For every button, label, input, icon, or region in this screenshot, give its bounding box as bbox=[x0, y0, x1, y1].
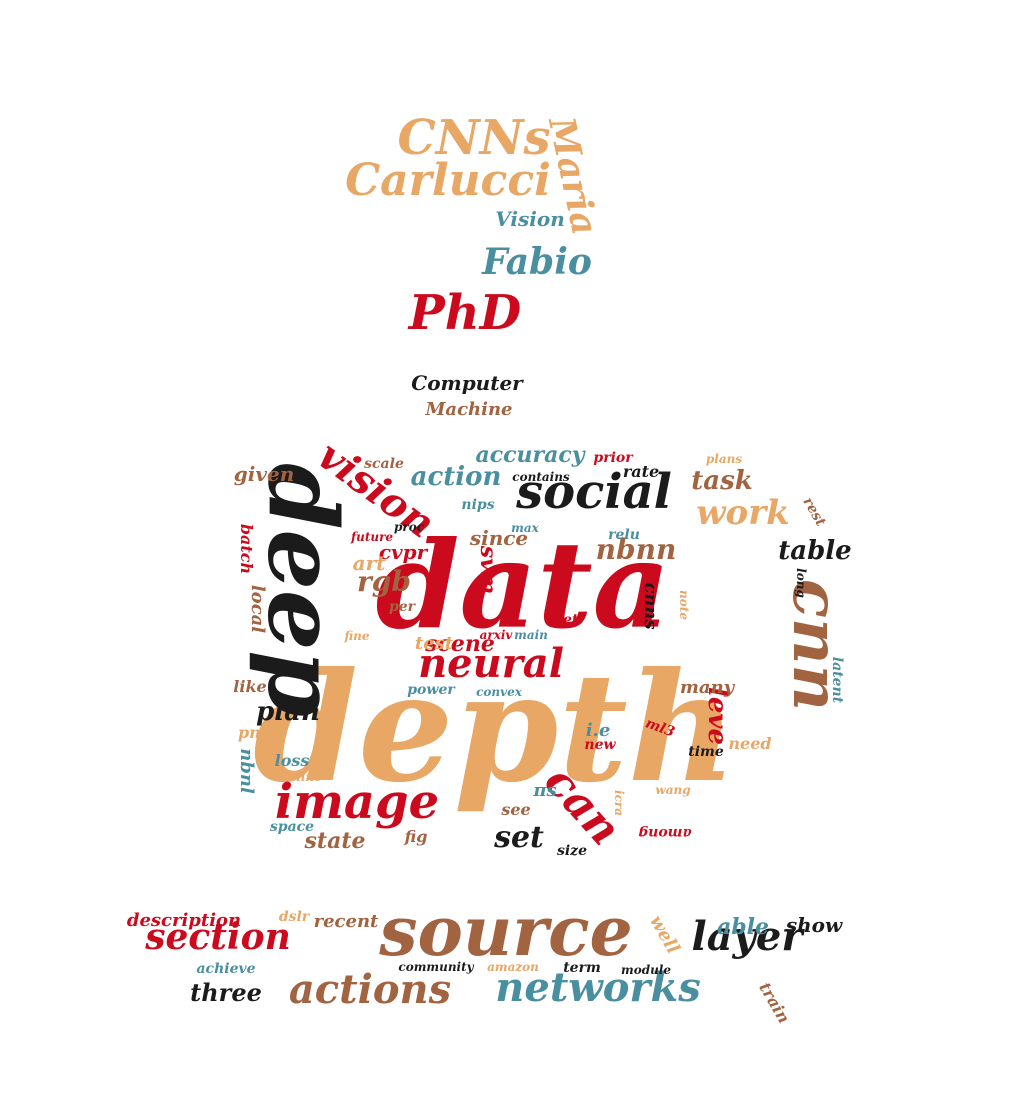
word-plans: plans bbox=[705, 452, 743, 466]
word-accuracy: accuracy bbox=[475, 442, 585, 468]
word-Fabio: Fabio bbox=[482, 241, 592, 283]
word-fig: fig bbox=[404, 827, 428, 846]
word-Vision: Vision bbox=[495, 207, 565, 231]
word-layer: layer bbox=[691, 913, 803, 960]
word-power: power bbox=[407, 682, 455, 698]
word-Computer: Computer bbox=[411, 371, 523, 395]
word-proc: proc bbox=[393, 520, 425, 534]
word-rest: rest bbox=[799, 494, 829, 530]
word-neural: neural bbox=[418, 640, 564, 687]
word-nbnl: nbnl bbox=[236, 748, 257, 794]
word-scene: scene bbox=[425, 631, 495, 657]
word-recent: recent bbox=[313, 911, 379, 932]
word-rgb: rgb bbox=[357, 565, 411, 598]
word-work: work bbox=[696, 493, 790, 533]
word-arxiv: arxiv bbox=[479, 628, 513, 642]
word-note: note bbox=[677, 590, 691, 620]
word-future: future bbox=[350, 530, 394, 544]
word-line: line bbox=[296, 770, 322, 784]
word-new: new bbox=[584, 737, 616, 753]
word-art: art bbox=[352, 551, 386, 575]
word-CNNs: CNNs bbox=[397, 110, 551, 166]
word-wang: wang bbox=[655, 783, 691, 797]
word-source: source bbox=[379, 892, 633, 972]
word-nips: nips bbox=[461, 497, 495, 513]
word-actions: actions bbox=[288, 966, 452, 1013]
word-need: need bbox=[728, 734, 772, 753]
word-networks: networks bbox=[495, 964, 701, 1011]
word-social: social bbox=[516, 464, 672, 520]
word-action: action bbox=[410, 462, 502, 492]
word-amazon: amazon bbox=[487, 960, 539, 974]
word-image: image bbox=[274, 774, 440, 830]
word-loss: loss bbox=[274, 751, 310, 770]
word-given: given bbox=[233, 462, 295, 486]
word-convex: convex bbox=[476, 685, 522, 699]
word-space: space bbox=[269, 819, 315, 835]
word-long: long bbox=[794, 568, 808, 598]
word-show: show bbox=[785, 913, 843, 937]
word-data: data bbox=[375, 515, 671, 656]
word-ie: i.e bbox=[585, 720, 611, 741]
word-batch: batch bbox=[237, 523, 256, 575]
word-main: main bbox=[514, 628, 548, 642]
word-since: since bbox=[469, 526, 529, 550]
word-let: let bbox=[557, 612, 579, 628]
word-latent: latent bbox=[829, 656, 845, 704]
word-rate: rate bbox=[622, 462, 660, 481]
word-see: see bbox=[501, 800, 531, 819]
word-cvpr: cvpr bbox=[378, 540, 428, 564]
word-dslr: dslr bbox=[278, 909, 310, 925]
word-pnp: pnp bbox=[237, 723, 273, 742]
word-set: set bbox=[494, 820, 544, 855]
word-time: time bbox=[688, 744, 724, 760]
word-relu: relu bbox=[608, 527, 640, 543]
word-size: size bbox=[556, 843, 588, 859]
word-svm: svm bbox=[475, 545, 501, 595]
word-well: well bbox=[645, 911, 684, 958]
word-deep: deep bbox=[246, 463, 358, 717]
word-cnns: cnns bbox=[640, 582, 661, 630]
word-among: among bbox=[638, 825, 692, 841]
word-max: max bbox=[511, 521, 539, 535]
word-fine: fine bbox=[344, 629, 370, 643]
word-section: section bbox=[145, 916, 291, 958]
word-description: description bbox=[126, 910, 242, 931]
word-many: many bbox=[679, 677, 735, 698]
word-able: able bbox=[717, 914, 769, 940]
word-nbnn: nbnn bbox=[595, 533, 677, 566]
word-prior: prior bbox=[593, 450, 633, 466]
word-PhD: PhD bbox=[408, 285, 522, 341]
word-module: module bbox=[620, 963, 672, 977]
word-table: table bbox=[778, 536, 852, 566]
word-test: test bbox=[414, 633, 454, 654]
word-scale: scale bbox=[364, 456, 404, 472]
word-state: state bbox=[304, 828, 366, 854]
word-term: term bbox=[563, 960, 601, 976]
word-icra: icra bbox=[612, 790, 626, 816]
word-task: task bbox=[691, 466, 753, 496]
word-achieve: achieve bbox=[196, 961, 256, 977]
word-train: train bbox=[755, 978, 794, 1027]
word-Machine: Machine bbox=[425, 399, 513, 420]
word-Carlucci: Carlucci bbox=[345, 155, 551, 206]
word-like: like bbox=[233, 677, 267, 696]
word-three: three bbox=[190, 978, 262, 1007]
word-pis: πs bbox=[533, 780, 557, 801]
word-community: community bbox=[398, 960, 474, 974]
word-depth: depth bbox=[253, 640, 737, 816]
word-per: per bbox=[388, 599, 416, 615]
word-local: local bbox=[247, 584, 268, 634]
word-contains: contains bbox=[512, 470, 570, 484]
word-plan: plan bbox=[256, 697, 320, 727]
